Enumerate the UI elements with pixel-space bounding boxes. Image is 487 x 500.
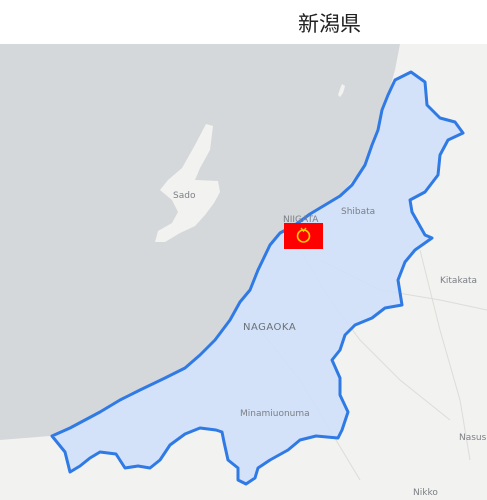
label-sado: Sado <box>173 191 196 201</box>
title-bar: 新潟県 <box>0 0 487 44</box>
label-niigata: NIIGATA <box>283 215 319 225</box>
niigata-prefecture-region[interactable] <box>50 70 465 486</box>
awashima-island <box>338 84 345 97</box>
map-view[interactable]: Sado NIIGATA Shibata Kitakata NAGAOKA Mi… <box>0 44 487 500</box>
page-title: 新潟県 <box>298 12 361 36</box>
label-kitakata: Kitakata <box>440 276 477 286</box>
label-minamiuonuma: Minamiuonuma <box>240 409 310 419</box>
map-canvas[interactable]: Sado NIIGATA Shibata Kitakata NAGAOKA Mi… <box>0 44 487 500</box>
label-nasu: Nasus <box>459 433 487 443</box>
label-nagaoka: NAGAOKA <box>243 322 296 333</box>
label-shibata: Shibata <box>341 207 375 217</box>
label-nikko: Nikko <box>413 488 438 498</box>
sado-island <box>155 124 220 242</box>
niigata-flag-icon[interactable] <box>284 223 323 249</box>
mainland <box>0 44 487 500</box>
